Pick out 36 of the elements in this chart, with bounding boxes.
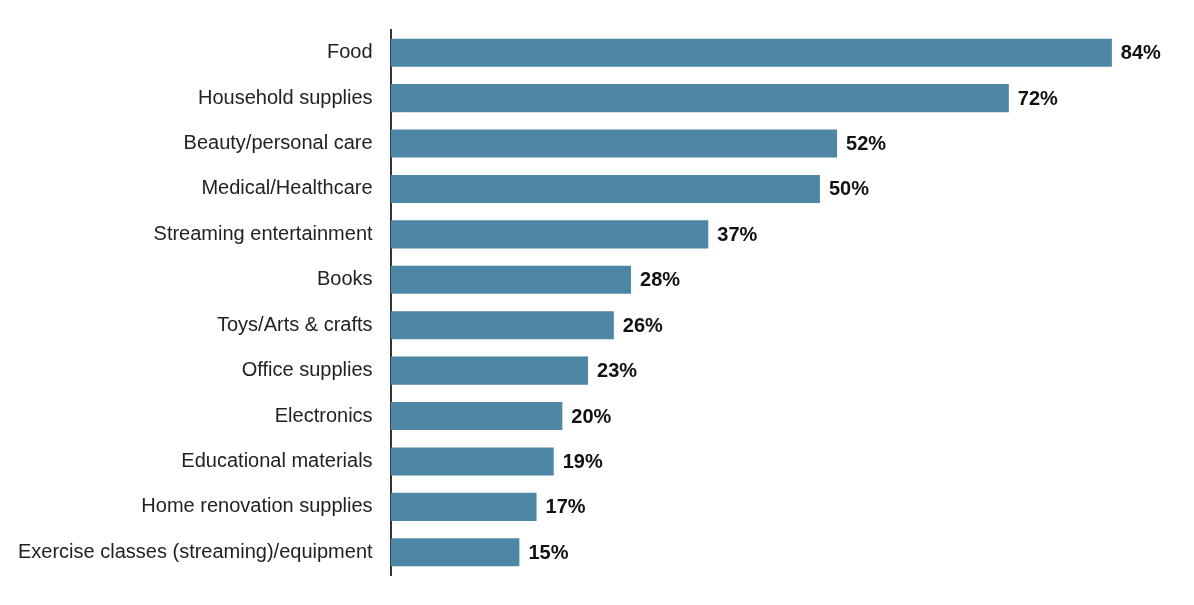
data-label: 23% [597, 359, 638, 382]
bar [390, 174, 820, 204]
y-tick-label: Books [316, 267, 373, 290]
data-label: 50% [828, 177, 870, 200]
data-label: 84% [1120, 41, 1162, 64]
y-tick-label: Streaming entertainment [153, 221, 374, 244]
y-tick-label: Beauty/personal care [183, 131, 373, 154]
y-tick-label: Toys/Arts & crafts [216, 312, 373, 335]
data-label: 26% [622, 313, 664, 336]
y-tick-label: Home renovation supplies [141, 494, 373, 517]
bar [390, 38, 1112, 67]
data-label: 19% [562, 449, 603, 472]
bar [390, 220, 709, 249]
bar [390, 356, 589, 385]
data-label: 72% [1017, 86, 1059, 109]
data-label: 28% [640, 268, 681, 291]
bar [390, 492, 537, 521]
data-label: 52% [846, 132, 887, 155]
bar [390, 447, 554, 476]
bar [390, 129, 838, 158]
y-tick-label: Office supplies [241, 358, 373, 381]
data-label: 20% [571, 404, 612, 427]
bar [390, 401, 563, 431]
y-tick-label: Household supplies [198, 85, 373, 108]
y-tick-label: Exercise classes (streaming)/equipment [17, 539, 374, 562]
data-label: 15% [528, 540, 569, 563]
bar [390, 311, 614, 340]
bar [390, 84, 1009, 113]
y-tick-label: Food [326, 40, 373, 63]
y-tick-label: Electronics [274, 403, 373, 426]
data-label: 37% [717, 222, 758, 245]
data-label: 17% [545, 495, 586, 518]
y-tick-label: Educational materials [181, 448, 373, 471]
bar [390, 265, 632, 294]
bar [390, 538, 520, 567]
y-tick-label: Medical/Healthcare [201, 176, 373, 199]
